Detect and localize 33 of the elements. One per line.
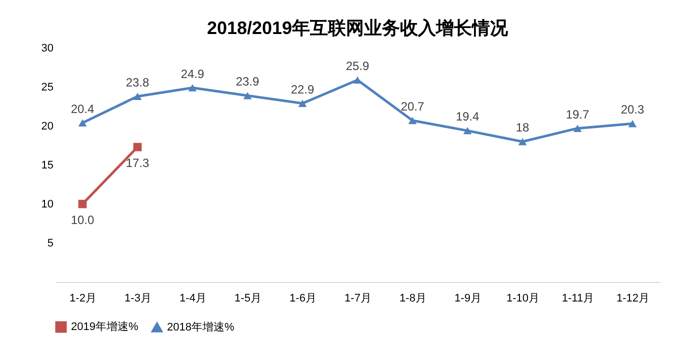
data-label: 20.3	[620, 102, 644, 117]
data-label: 23.9	[236, 74, 260, 89]
data-label: 20.4	[70, 102, 94, 116]
x-tick-label: 1-10月	[506, 292, 540, 304]
data-label: 25.9	[346, 58, 370, 73]
x-tick-label: 1-5月	[234, 292, 262, 304]
data-label: 17.3	[126, 156, 150, 170]
data-label: 10.0	[70, 213, 94, 227]
data-label: 19.7	[566, 107, 590, 122]
data-label: 18	[516, 120, 530, 135]
data-label: 24.9	[180, 66, 204, 81]
data-label: 23.8	[126, 75, 150, 90]
x-tick-label: 1-7月	[344, 292, 372, 304]
legend-label: 2018年增速%	[167, 320, 234, 334]
x-tick-label: 1-4月	[180, 292, 206, 304]
chart-title: 2018/2019年互联网业务收入增长情况	[206, 18, 510, 38]
y-tick-label: 25	[41, 82, 54, 94]
data-label: 22.9	[290, 82, 314, 96]
x-tick-label: 1-2月	[70, 292, 96, 304]
y-tick-label: 10	[41, 198, 54, 210]
x-tick-label: 1-3月	[124, 292, 152, 304]
legend-label: 2019年增速%	[71, 320, 138, 333]
y-tick-label: 30	[41, 42, 54, 54]
x-tick-label: 1-11月	[562, 292, 594, 304]
y-tick-label: 15	[41, 160, 54, 172]
data-label: 19.4	[456, 110, 480, 124]
x-tick-label: 1-12月	[616, 292, 650, 304]
x-tick-label: 1-8月	[400, 292, 426, 304]
x-tick-label: 1-6月	[290, 292, 316, 304]
y-tick-label: 5	[47, 238, 54, 250]
x-tick-label: 1-9月	[454, 292, 482, 304]
data-label: 20.7	[400, 100, 424, 114]
y-tick-label: 20	[41, 120, 54, 132]
